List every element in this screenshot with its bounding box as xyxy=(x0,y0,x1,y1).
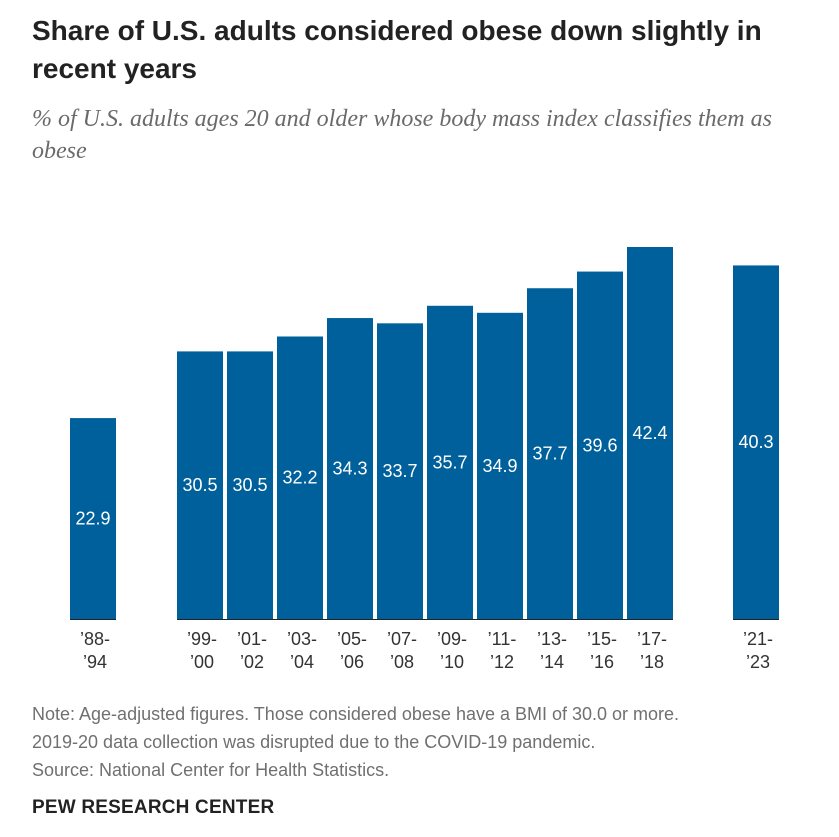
bar-3 xyxy=(277,336,323,619)
x-tick-label-6-1: ’10 xyxy=(440,652,464,672)
x-tick-label-0-1: ’94 xyxy=(83,652,107,672)
x-tick-label-2-1: ’02 xyxy=(240,652,264,672)
source-line: Source: National Center for Health Stati… xyxy=(32,760,390,780)
chart-subtitle: % of U.S. adults ages 20 and older whose… xyxy=(32,106,772,164)
x-tick-label-10-0: ’17- xyxy=(637,629,667,649)
x-tick-label-11-1: ’23 xyxy=(746,652,770,672)
x-tick-label-1-1: ’00 xyxy=(190,652,214,672)
x-tick-label-5-1: ’08 xyxy=(390,652,414,672)
x-tick-label-10-1: ’18 xyxy=(640,652,664,672)
x-tick-label-2-0: ’01- xyxy=(237,629,267,649)
bar-value-label-10: 42.4 xyxy=(632,423,667,443)
note-line-2: 2019-20 data collection was disrupted du… xyxy=(32,732,596,752)
bar-value-label-3: 32.2 xyxy=(282,468,317,488)
x-tick-label-1-0: ’99- xyxy=(187,629,217,649)
bar-11 xyxy=(733,265,779,619)
bar-6 xyxy=(427,305,473,619)
x-tick-label-7-0: ’11- xyxy=(488,629,517,649)
x-tick-label-4-0: ’05- xyxy=(337,629,367,649)
bar-2 xyxy=(227,351,273,619)
x-tick-label-6-0: ’09- xyxy=(437,629,467,649)
x-tick-label-3-0: ’03- xyxy=(287,629,317,649)
bar-value-label-8: 37.7 xyxy=(532,444,567,464)
bar-4 xyxy=(327,318,373,619)
bar-8 xyxy=(527,288,573,619)
bar-chart: 22.9 ’88- ’94 30.5 ’99- ’00 30.5 ’01- ’02 32.2 ’03… xyxy=(70,247,779,672)
bar-value-label-1: 30.5 xyxy=(182,475,217,495)
x-tick-label-8-1: ’14 xyxy=(540,652,564,672)
x-tick-label-3-1: ’04 xyxy=(290,652,314,672)
bar-value-label-5: 33.7 xyxy=(382,461,417,481)
bar-value-label-6: 35.7 xyxy=(432,452,467,472)
chart-notes: Note: Age-adjusted figures. Those consid… xyxy=(32,700,822,784)
x-tick-label-11-0: ’21- xyxy=(743,629,773,649)
bar-10 xyxy=(627,247,673,619)
chart-title: Share of U.S. adults considered obese do… xyxy=(32,15,762,84)
note-line-1: Note: Age-adjusted figures. Those consid… xyxy=(32,704,680,724)
x-tick-label-7-1: ’12 xyxy=(490,652,514,672)
bar-9 xyxy=(577,271,623,619)
bar-5 xyxy=(377,323,423,619)
bar-1 xyxy=(177,351,223,619)
bar-value-label-4: 34.3 xyxy=(332,459,367,479)
x-tick-label-9-1: ’16 xyxy=(590,652,614,672)
x-tick-label-4-1: ’06 xyxy=(340,652,364,672)
x-tick-label-9-0: ’15- xyxy=(587,629,617,649)
bar-value-label-0: 22.9 xyxy=(75,509,110,529)
bar-value-label-9: 39.6 xyxy=(582,435,617,455)
bar-value-label-11: 40.3 xyxy=(738,432,773,452)
bar-7 xyxy=(477,312,523,619)
brand-logo-text: PEW RESEARCH CENTER xyxy=(32,797,275,818)
bar-value-label-7: 34.9 xyxy=(482,456,517,476)
bar-0 xyxy=(70,418,116,619)
x-tick-label-5-0: ’07- xyxy=(387,629,417,649)
x-tick-label-0-0: ’88- xyxy=(80,629,110,649)
x-tick-label-8-0: ’13- xyxy=(537,629,567,649)
bar-value-label-2: 30.5 xyxy=(232,475,267,495)
